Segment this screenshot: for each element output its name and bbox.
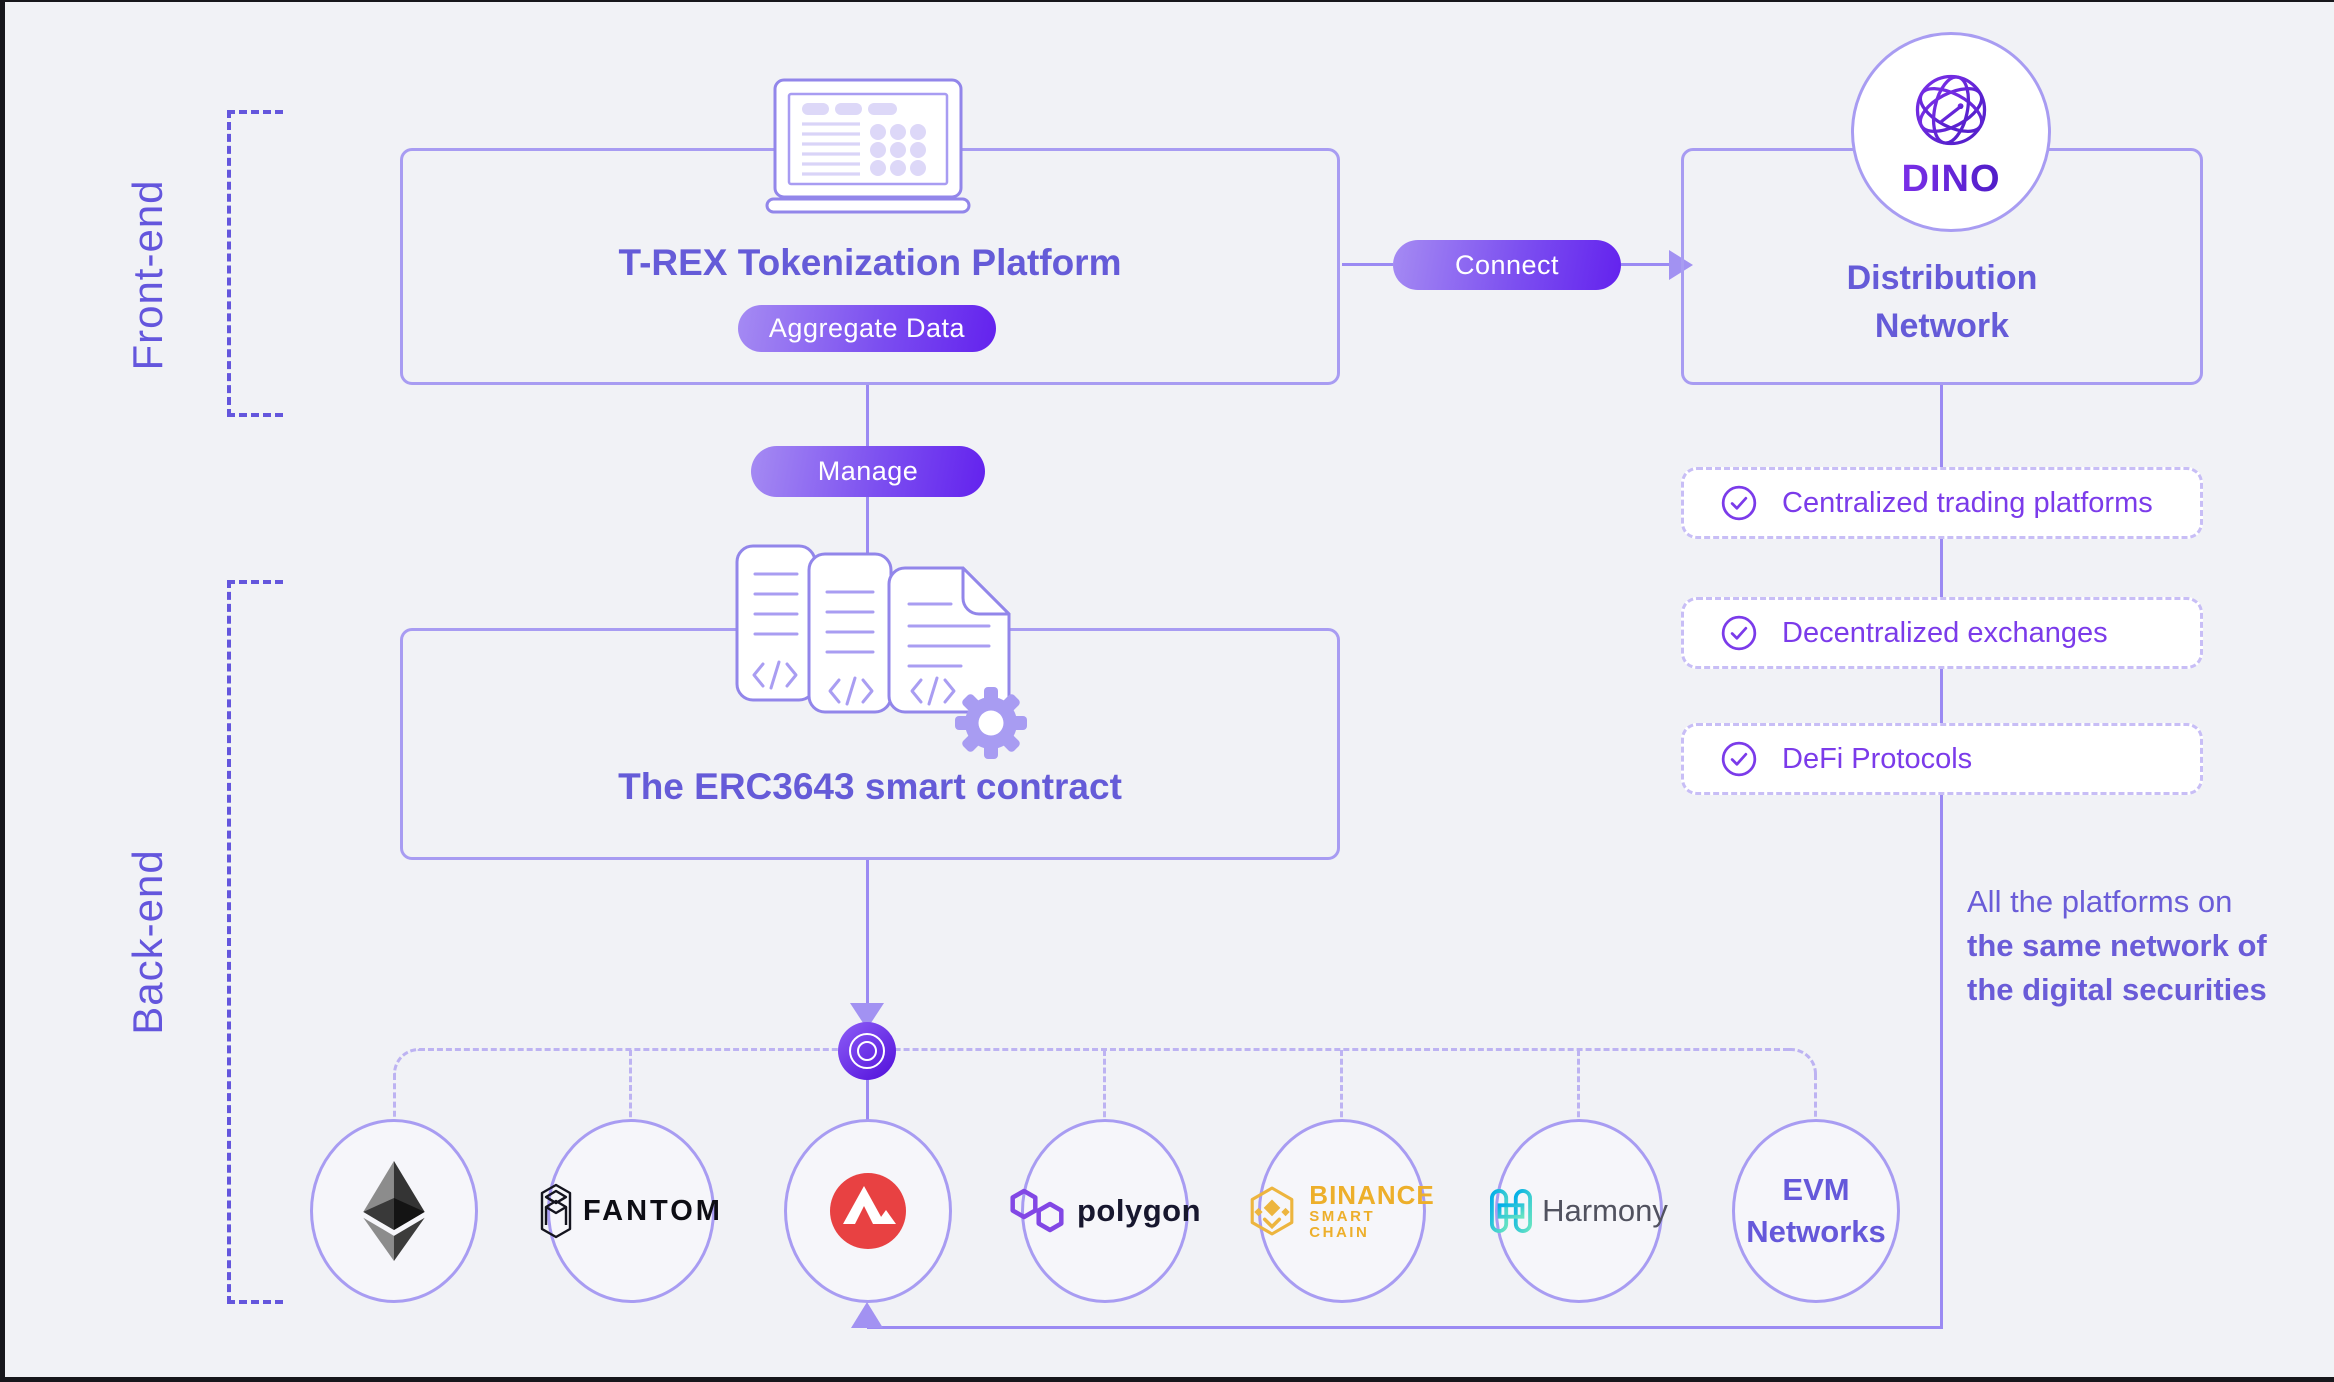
check-circle-icon xyxy=(1721,741,1757,777)
dashed-drop-polygon xyxy=(1103,1050,1106,1126)
network-note: All the platforms on the same network of… xyxy=(1967,884,2267,1008)
hub-target-icon xyxy=(838,1022,896,1080)
binance-label: BINANCE xyxy=(1309,1179,1435,1210)
smart-contract-documents-icon xyxy=(735,544,1027,759)
network-circle-evm: EVM Networks xyxy=(1732,1119,1900,1303)
fantom-label: FANTOM xyxy=(583,1194,723,1227)
connector-dist-to-channel1 xyxy=(1940,385,1943,467)
feedback-arrowhead-icon xyxy=(851,1302,883,1328)
check-circle-icon xyxy=(1721,615,1757,651)
network-circle-harmony: Harmony xyxy=(1490,1119,1668,1303)
dashed-drop-fantom xyxy=(629,1050,632,1126)
harmony-label: Harmony xyxy=(1542,1193,1668,1228)
ethereum-icon xyxy=(363,1161,425,1261)
dashed-rail xyxy=(419,1048,1789,1051)
channel-defi-protocols: DeFi Protocols xyxy=(1681,723,2203,795)
dino-wordmark: DINO xyxy=(1901,157,2001,200)
erc-smart-contract-title: The ERC3643 smart contract xyxy=(618,766,1122,807)
front-end-label: Front-end xyxy=(124,179,171,371)
connector-feedback-vertical xyxy=(1940,795,1943,1329)
connector-feedback-horizontal xyxy=(867,1326,1943,1329)
binance-icon xyxy=(1250,1186,1294,1236)
dashed-corner-right xyxy=(1789,1048,1817,1076)
connector-channel1-to-channel2 xyxy=(1940,539,1943,597)
avalanche-icon xyxy=(830,1173,906,1249)
polygon-icon xyxy=(1010,1188,1064,1233)
back-end-bracket xyxy=(227,580,283,1304)
laptop-dashboard-icon xyxy=(765,78,971,214)
dashed-drop-evm xyxy=(1814,1074,1817,1126)
front-end-bracket xyxy=(227,110,283,417)
connect-line-right xyxy=(1621,263,1673,266)
connector-channel2-to-channel3 xyxy=(1940,669,1943,723)
dashed-drop-binance xyxy=(1340,1050,1343,1126)
gear-icon xyxy=(955,687,1027,759)
binance-sublabel: SMART CHAIN xyxy=(1309,1207,1376,1241)
channel-label: Decentralized exchanges xyxy=(1782,616,2108,649)
network-circle-fantom: FANTOM xyxy=(540,1119,720,1303)
channel-centralized-trading: Centralized trading platforms xyxy=(1681,467,2203,539)
fantom-icon xyxy=(540,1183,572,1239)
check-circle-icon xyxy=(1721,485,1757,521)
polygon-label: polygon xyxy=(1076,1193,1202,1228)
globe-network-icon xyxy=(1915,74,1987,145)
distribution-network-title: Distribution Network xyxy=(1846,259,2038,346)
connector-trex-to-erc xyxy=(866,385,869,628)
channel-label: DeFi Protocols xyxy=(1782,742,1973,775)
channel-label: Centralized trading platforms xyxy=(1782,486,2153,519)
connector-erc-to-hub xyxy=(866,860,869,1005)
network-circle-polygon: polygon xyxy=(1010,1119,1201,1303)
aggregate-data-button[interactable]: Aggregate Data xyxy=(738,305,996,352)
dashed-drop-ethereum xyxy=(393,1074,396,1126)
harmony-icon xyxy=(1490,1189,1533,1233)
back-end-label: Back-end xyxy=(124,849,171,1035)
dashed-drop-harmony xyxy=(1577,1050,1580,1126)
network-circle-avalanche xyxy=(784,1119,952,1303)
connect-line-left xyxy=(1342,263,1393,266)
trex-platform-title: T-REX Tokenization Platform xyxy=(618,242,1122,283)
evm-label: EVM Networks xyxy=(1746,1172,1886,1249)
network-circle-binance: BINANCE SMART CHAIN xyxy=(1250,1119,1434,1303)
dashed-corner-left xyxy=(393,1048,421,1076)
connect-button[interactable]: Connect xyxy=(1393,240,1621,290)
manage-button[interactable]: Manage xyxy=(751,446,985,497)
connector-hub-to-avalanche xyxy=(866,1078,869,1122)
network-circle-ethereum xyxy=(310,1119,478,1303)
channel-decentralized-exchanges: Decentralized exchanges xyxy=(1681,597,2203,669)
dino-logo-circle: DINO xyxy=(1851,32,2051,232)
